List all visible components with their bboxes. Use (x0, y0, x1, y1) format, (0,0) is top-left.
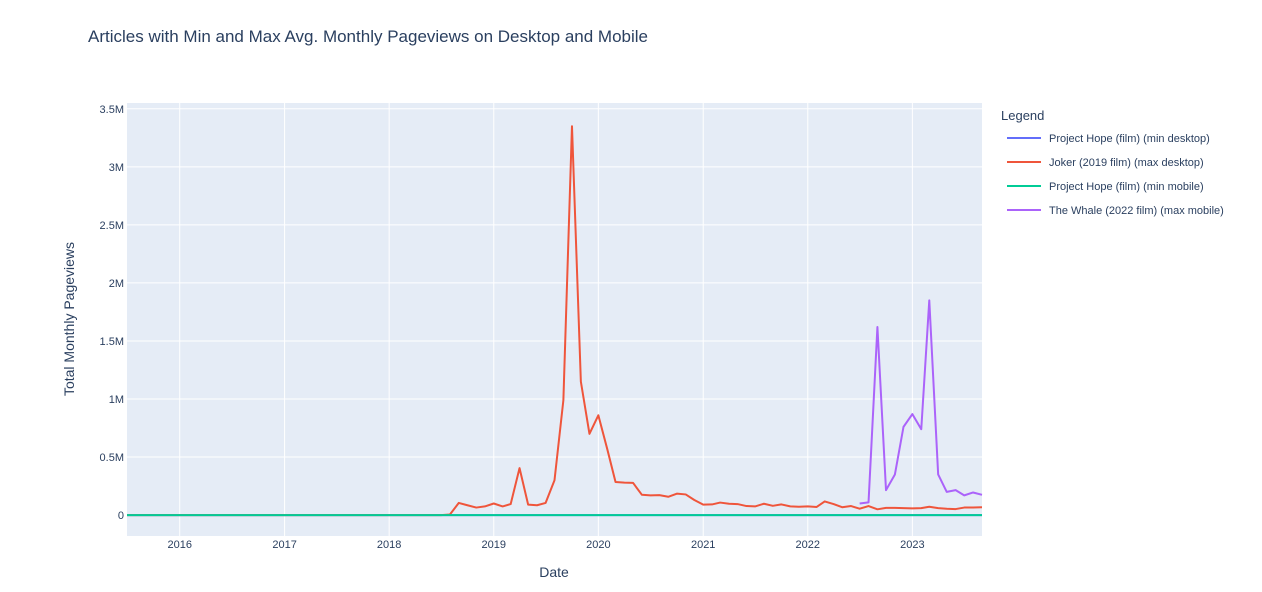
y-tick-label: 2.5M (100, 220, 124, 232)
x-tick-label: 2016 (167, 539, 191, 551)
y-axis-ticks: 0 0.5M 1M 1.5M 2M 2.5M 3M 3.5M (100, 104, 124, 522)
x-axis-ticks: 2016 2017 2018 2019 2020 2021 2022 2023 (167, 539, 924, 551)
series-line-4 (859, 299, 983, 505)
x-axis-title: Date (539, 564, 569, 580)
series-line-2 (127, 125, 983, 517)
chart-title: Articles with Min and Max Avg. Monthly P… (88, 27, 648, 46)
series-lines (127, 125, 983, 517)
y-tick-label: 1.5M (100, 336, 124, 348)
legend-item-label[interactable]: Project Hope (film) (min mobile) (1049, 181, 1204, 193)
legend-item-label[interactable]: Joker (2019 film) (max desktop) (1049, 157, 1204, 169)
x-tick-label: 2021 (691, 539, 715, 551)
y-tick-label: 2M (109, 278, 124, 290)
y-axis-title: Total Monthly Pageviews (61, 242, 77, 396)
y-tick-label: 3M (109, 162, 124, 174)
x-tick-label: 2022 (796, 539, 820, 551)
y-tick-label: 3.5M (100, 104, 124, 116)
legend: Legend Project Hope (film) (min desktop)… (1001, 108, 1224, 217)
y-tick-label: 0.5M (100, 452, 124, 464)
legend-item-label[interactable]: The Whale (2022 film) (max mobile) (1049, 205, 1224, 217)
x-tick-label: 2018 (377, 539, 401, 551)
plot-area (127, 103, 982, 536)
x-tick-label: 2017 (272, 539, 296, 551)
y-tick-label: 1M (109, 394, 124, 406)
x-tick-label: 2023 (900, 539, 924, 551)
legend-title: Legend (1001, 108, 1044, 123)
legend-item-label[interactable]: Project Hope (film) (min desktop) (1049, 133, 1210, 145)
x-tick-label: 2020 (586, 539, 610, 551)
y-tick-label: 0 (118, 510, 124, 522)
x-tick-label: 2019 (482, 539, 506, 551)
